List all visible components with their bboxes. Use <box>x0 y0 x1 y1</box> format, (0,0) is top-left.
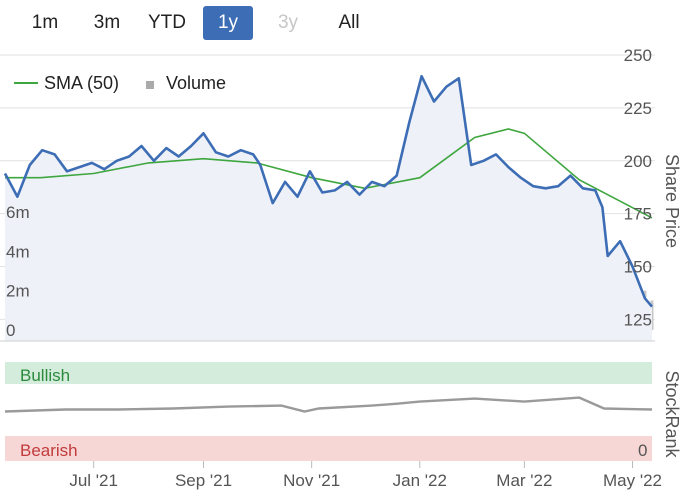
price-tick-label: 150 <box>624 258 652 277</box>
date-tick-label: Jan '22 <box>393 471 447 490</box>
bearish-label: Bearish <box>20 441 78 460</box>
volume-axis: 6m 4m 2m 0 <box>6 203 30 340</box>
price-tick-label: 125 <box>624 310 652 329</box>
range-button-3m[interactable]: 3m <box>93 12 121 33</box>
price-tick-label: 200 <box>624 152 652 171</box>
legend-volume-label: Volume <box>166 73 226 93</box>
volume-tick-label: 4m <box>6 242 30 261</box>
range-button-ytd[interactable]: YTD <box>148 12 186 33</box>
stockrank-tick-0: 0 <box>638 441 647 460</box>
legend-volume-swatch <box>146 81 154 89</box>
date-axis: Jul '21 Sep '21 Nov '21 Jan '22 Mar '22 May '… <box>69 461 662 490</box>
price-area-fill <box>5 76 652 341</box>
range-button-3y: 3y <box>277 12 299 33</box>
price-axis-title: Share Price <box>662 154 682 248</box>
price-axis: 250 225 200 175 150 125 <box>624 46 652 329</box>
stockrank-axis-title: StockRank <box>662 370 682 458</box>
volume-tick-label: 0 <box>6 321 15 340</box>
price-tick-label: 225 <box>624 99 652 118</box>
stockrank-line <box>4 396 653 413</box>
volume-tick-label: 2m <box>6 282 30 301</box>
price-tick-label: 175 <box>624 205 652 224</box>
price-tick-label: 250 <box>624 46 652 65</box>
sma-line <box>5 128 653 219</box>
date-tick-label: Mar '22 <box>496 471 552 490</box>
date-tick-label: Nov '21 <box>283 471 340 490</box>
date-tick-label: Sep '21 <box>175 471 232 490</box>
bullish-band <box>5 362 652 384</box>
range-button-all[interactable]: All <box>338 12 360 33</box>
volume-tick-label: 6m <box>6 203 30 222</box>
legend-sma-label: SMA (50) <box>44 73 119 93</box>
bearish-band <box>5 436 652 461</box>
date-tick-label: Jul '21 <box>69 471 118 490</box>
range-button-1m[interactable]: 1m <box>31 12 59 33</box>
price-line <box>3 74 653 308</box>
range-button-1y[interactable]: 1y <box>203 6 253 40</box>
chart-legend: SMA (50) Volume <box>14 73 226 93</box>
bullish-label: Bullish <box>20 366 70 385</box>
date-tick-label: May '22 <box>603 471 662 490</box>
